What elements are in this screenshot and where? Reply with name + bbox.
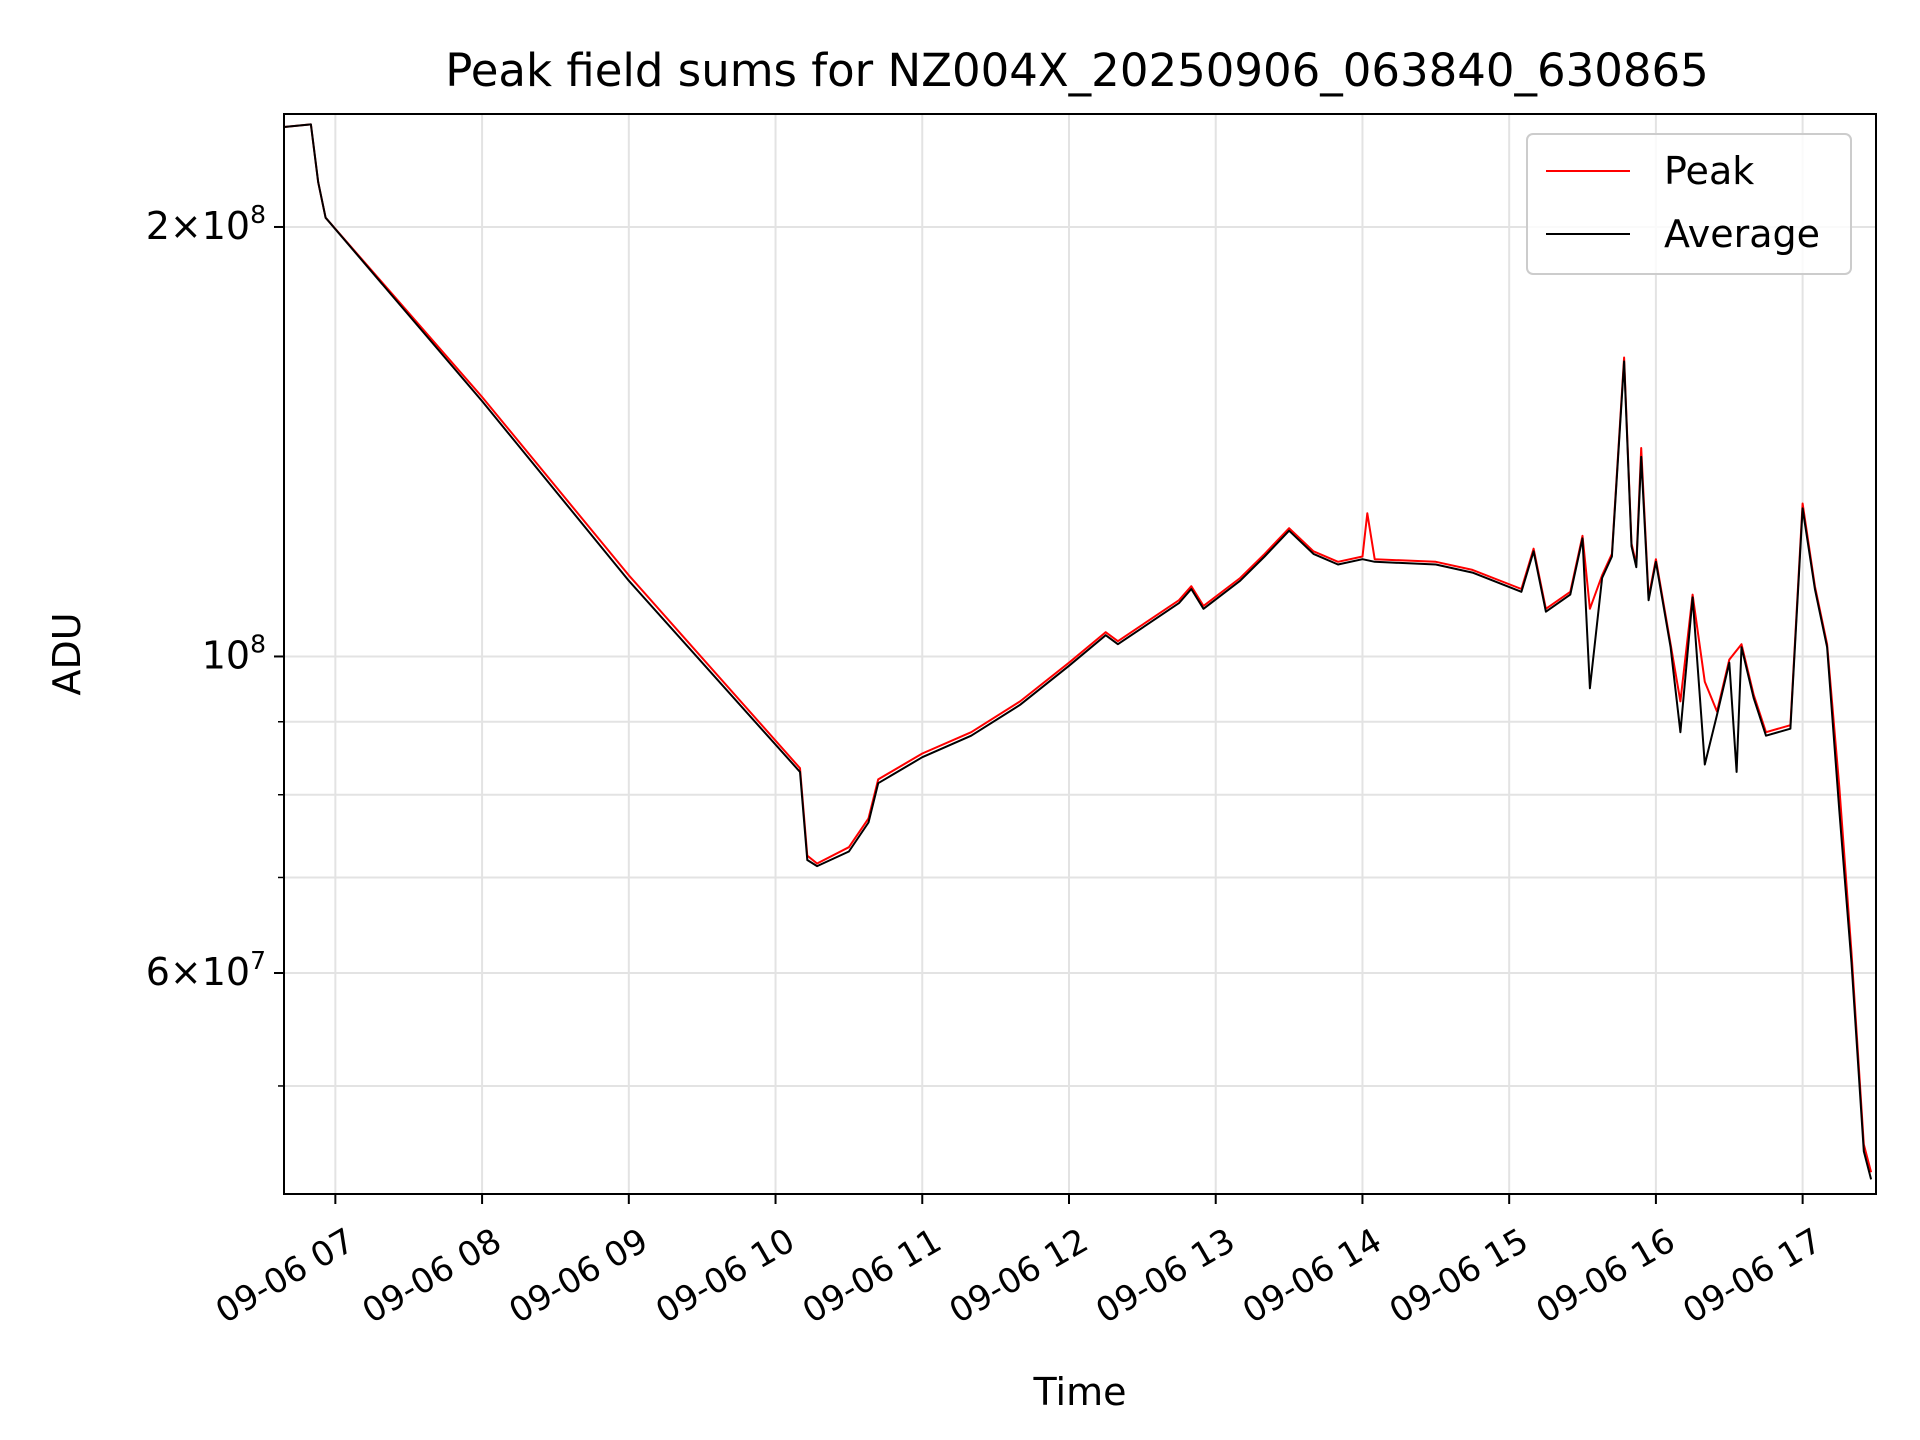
x-tick-label: 09-06 11 (796, 1221, 948, 1332)
legend: Peak Average (1526, 133, 1852, 275)
y-tick-base: 2×10 (146, 204, 250, 248)
x-tick-label: 09-06 12 (943, 1221, 1095, 1332)
y-tick-base: 10 (202, 633, 250, 677)
series-line-peak (284, 123, 1873, 1173)
series-line-average (284, 123, 1873, 1180)
legend-box (1526, 133, 1852, 275)
x-tick-label: 09-06 09 (503, 1221, 655, 1332)
y-tick-base: 6×10 (146, 950, 250, 994)
x-tick-label: 09-06 07 (209, 1221, 361, 1332)
y-tick-label: 108 (202, 629, 266, 677)
x-tick-label: 09-06 14 (1236, 1221, 1388, 1332)
x-tick-label: 09-06 15 (1383, 1221, 1535, 1332)
x-tick-label: 09-06 16 (1530, 1221, 1682, 1332)
y-axis-title: ADU (45, 612, 89, 695)
y-tick-exponent: 7 (250, 946, 266, 975)
x-tick-label: 09-06 08 (356, 1221, 508, 1332)
x-tick-label: 09-06 10 (649, 1221, 801, 1332)
series-layer (284, 123, 1873, 1180)
chart-title: Peak field sums for NZ004X_20250906_0638… (445, 44, 1709, 97)
y-tick-exponent: 8 (250, 629, 266, 658)
y-tick-label: 6×107 (146, 946, 266, 994)
y-tick-exponent: 8 (250, 200, 266, 229)
x-tick-label: 09-06 13 (1089, 1221, 1241, 1332)
legend-label-average: Average (1664, 212, 1820, 256)
y-tick-label: 2×108 (146, 200, 266, 248)
plot-area-frame (283, 113, 1877, 1195)
x-axis-title: Time (1033, 1370, 1127, 1414)
x-tick-label: 09-06 17 (1676, 1221, 1828, 1332)
legend-label-peak: Peak (1664, 149, 1754, 193)
